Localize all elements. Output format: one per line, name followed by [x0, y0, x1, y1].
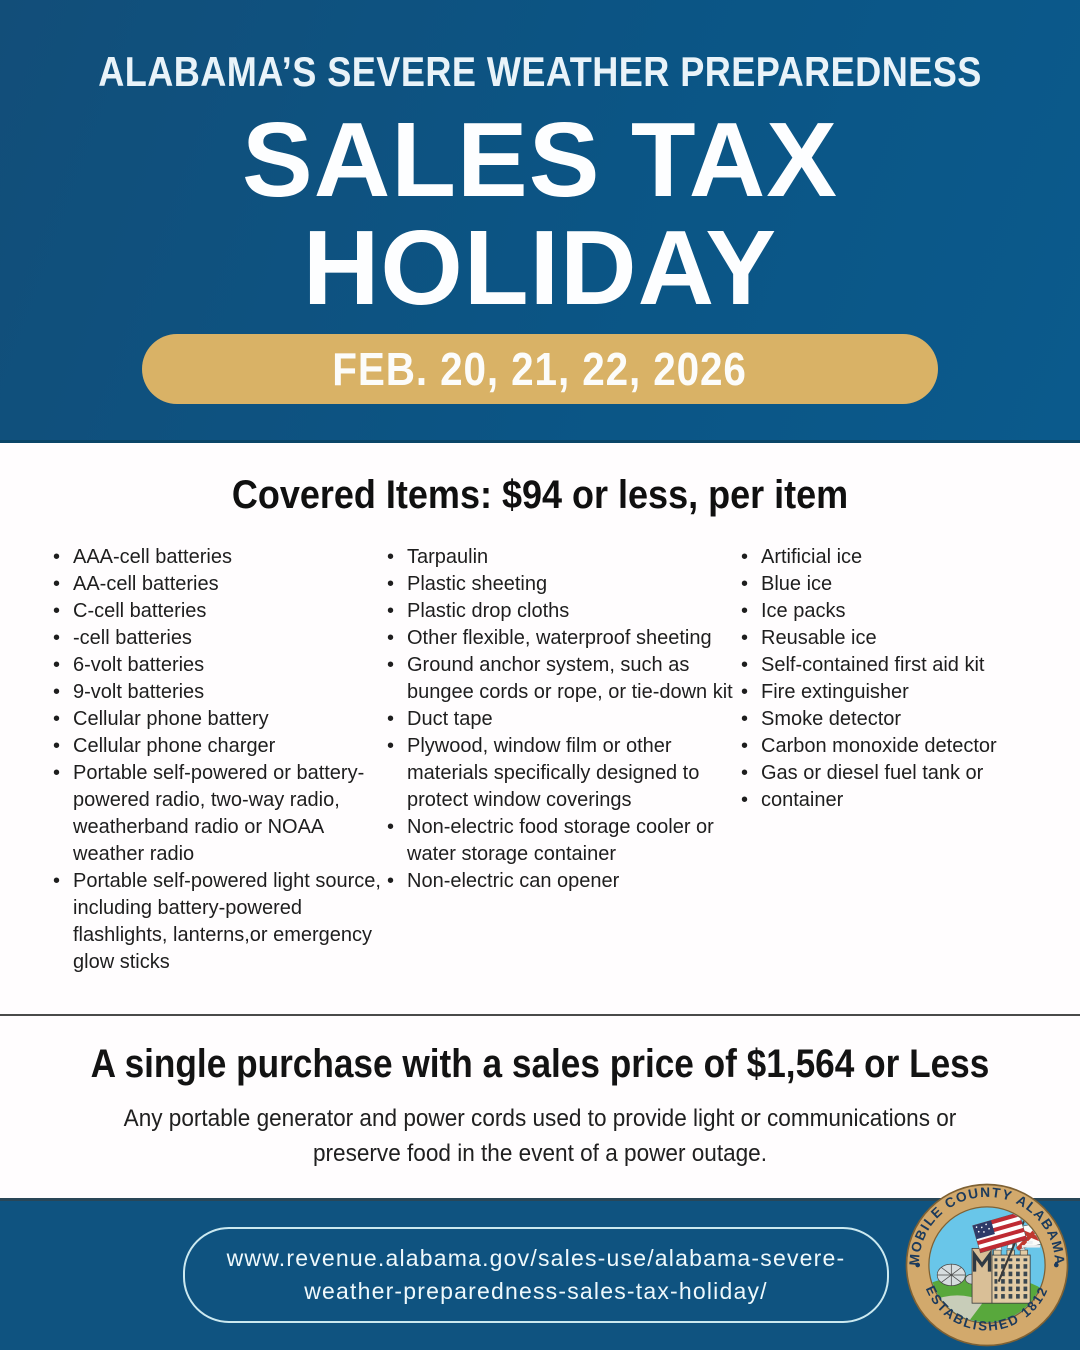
list-item: Cellular phone battery [52, 706, 384, 733]
list-item: Ice packs [740, 598, 1028, 625]
covered-items-section: Covered Items: $94 or less, per item AAA… [0, 473, 1080, 976]
list-item: Artificial ice [740, 544, 1028, 571]
single-purchase-section: A single purchase with a sales price of … [0, 1042, 1080, 1171]
single-purchase-body: Any portable generator and power cords u… [32, 1101, 1047, 1171]
list-item: Portable self-powered or battery-powered… [52, 760, 384, 868]
single-purchase-body-line-1: Any portable generator and power cords u… [123, 1105, 957, 1132]
mobile-county-seal: MOBILE COUNTY ALABAMA ESTABLISHED 1812 [905, 1183, 1069, 1347]
single-purchase-body-line-2: preserve food in the event of a power ou… [312, 1140, 768, 1167]
list-item: Fire extinguisher [740, 679, 1028, 706]
list-item: Smoke detector [740, 706, 1028, 733]
date-badge-text: FEB. 20, 21, 22, 2026 [332, 343, 748, 395]
title-line-2: HOLIDAY [302, 209, 778, 327]
covered-items-heading: Covered Items: $94 or less, per item [231, 473, 849, 517]
section-divider [0, 1014, 1080, 1016]
seal-dot-left [915, 1262, 921, 1268]
list-item: container [740, 787, 1028, 814]
single-purchase-heading: A single purchase with a sales price of … [90, 1042, 990, 1086]
list-item: Plastic sheeting [386, 571, 738, 598]
list-item: Blue ice [740, 571, 1028, 598]
website-url-pill: www.revenue.alabama.gov/sales-use/alabam… [183, 1227, 889, 1323]
covered-items-column-3: Artificial iceBlue iceIce packsReusable … [740, 544, 1028, 976]
flag-pole [997, 1209, 1030, 1283]
list-item: Ground anchor system, such as bungee cor… [386, 652, 738, 706]
covered-items-column-1: AAA-cell batteriesAA-cell batteriesC-cel… [52, 544, 384, 976]
list-item: Plywood, window film or other materials … [386, 733, 738, 814]
list-item: 6-volt batteries [52, 652, 384, 679]
kicker-text: ALABAMA’S SEVERE WEATHER PREPAREDNESS [98, 48, 982, 95]
list-item: Self-contained first aid kit [740, 652, 1028, 679]
title-line-1: SALES TAX [242, 101, 838, 219]
list-item: Non-electric can opener [386, 868, 738, 895]
website-url-line-2: weather-preparedness-sales-tax-holiday/ [304, 1278, 768, 1304]
list-item: Duct tape [386, 706, 738, 733]
list-item: Reusable ice [740, 625, 1028, 652]
list-item: -cell batteries [52, 625, 384, 652]
ship [1021, 1240, 1041, 1248]
list-item: Tarpaulin [386, 544, 738, 571]
list-item: AA-cell batteries [52, 571, 384, 598]
footer-section: www.revenue.alabama.gov/sales-use/alabam… [0, 1198, 1080, 1350]
list-item: Carbon monoxide detector [740, 733, 1028, 760]
list-item: Non-electric food storage cooler or wate… [386, 814, 738, 868]
gas-holder [936, 1263, 980, 1287]
covered-items-columns: AAA-cell batteriesAA-cell batteriesC-cel… [0, 518, 1080, 976]
website-url-line-1: www.revenue.alabama.gov/sales-use/alabam… [226, 1245, 846, 1271]
list-item: Cellular phone charger [52, 733, 384, 760]
us-flag-icon [972, 1211, 1028, 1254]
main-title: SALES TAX HOLIDAY [0, 106, 1080, 322]
list-item: Plastic drop cloths [386, 598, 738, 625]
list-item: Gas or diesel fuel tank or [740, 760, 1028, 787]
covered-items-column-2: TarpaulinPlastic sheetingPlastic drop cl… [386, 544, 738, 976]
date-badge: FEB. 20, 21, 22, 2026 [142, 334, 938, 404]
hero-section: ALABAMA’S SEVERE WEATHER PREPAREDNESS SA… [0, 0, 1080, 443]
seal-dot-right [1053, 1262, 1059, 1268]
list-item: 9-volt batteries [52, 679, 384, 706]
list-item: AAA-cell batteries [52, 544, 384, 571]
list-item: Other flexible, waterproof sheeting [386, 625, 738, 652]
list-item: Portable self-powered light source, incl… [52, 868, 384, 976]
list-item: C-cell batteries [52, 598, 384, 625]
fort-building [971, 1242, 1031, 1304]
